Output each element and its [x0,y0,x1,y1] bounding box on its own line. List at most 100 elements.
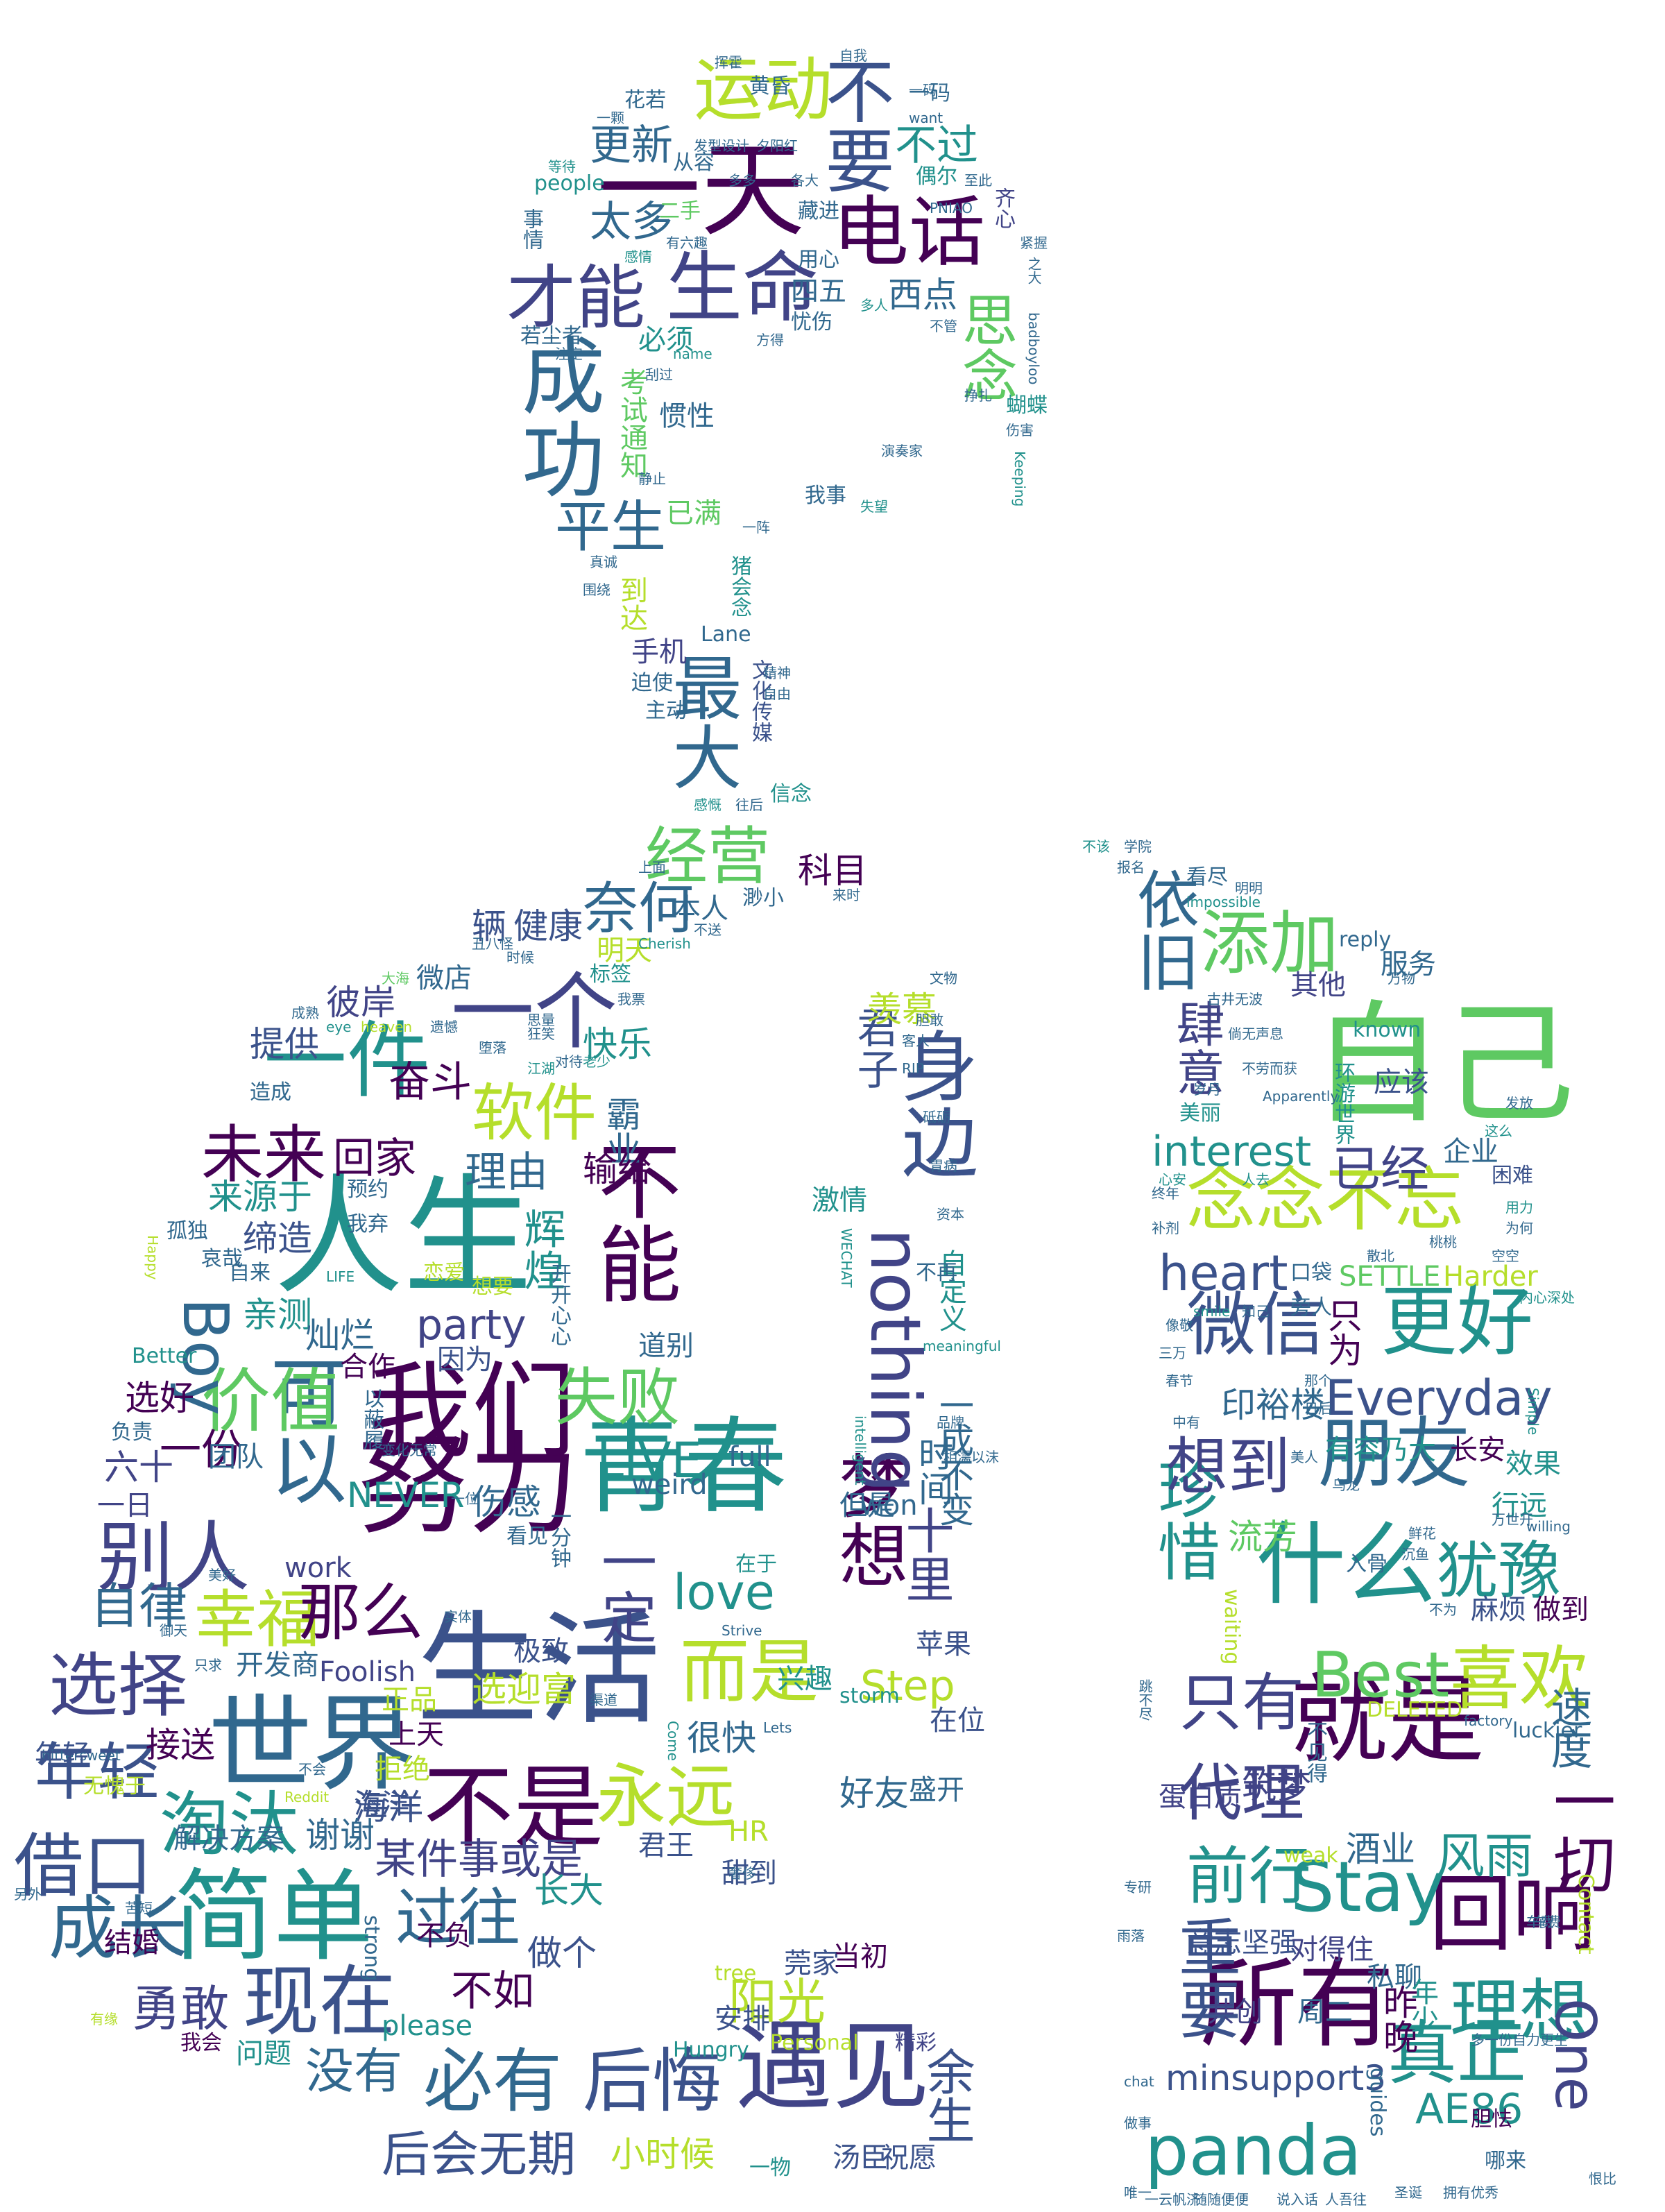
word-w341: 真诚 [590,554,617,570]
word-w316: 自我 [839,47,867,64]
word-w230: 文化传媒 [748,659,772,742]
word-w266: LIFE [326,1268,355,1285]
word-w194: 对得住 [1290,1934,1374,1966]
word-w286: 开开心心 [547,1263,571,1346]
word-w164: 一物 [749,2156,791,2180]
word-w250: 演奏家 [881,443,923,459]
word-w273: bittersweet [42,1747,121,1764]
word-w308: 困难 [1492,1164,1533,1188]
word-w298: 专研 [1124,1879,1152,1896]
word-w110: NEVER [347,1475,465,1515]
word-w22: 一件 [264,1013,430,1109]
word-w299: 雨落 [1117,1928,1145,1944]
word-w334: 挣扎 [964,387,992,404]
word-w193: 意志坚强 [1186,1927,1297,1959]
word-w126: 君子 [850,1006,898,1089]
word-w360: 丑八怪 [472,935,513,952]
word-w271: 只求 [194,1657,222,1674]
word-w52: 只有 [1179,1667,1304,1739]
word-w346: 来时 [832,887,860,903]
word-w268: 变化无常 [382,1442,437,1458]
word-w24: 不能 [583,1138,680,1304]
word-w324: PNIAO [930,200,973,216]
word-w382: 古井无波 [1207,991,1263,1007]
word-w100: 十里 [898,1506,955,1603]
word-w321: 有六趣 [666,235,708,251]
word-w373: 资本 [937,1206,964,1223]
word-w407: chat [1124,2073,1154,2090]
word-w181: 印裕楼 [1221,1385,1325,1425]
word-w182: 有容乃大 [1325,1434,1436,1466]
word-w78: 不过 [895,121,978,170]
word-w113: 辉煌 [517,1207,565,1291]
word-w332: 注定 [555,346,583,362]
word-w238: 偶尔 [916,164,957,189]
word-w323: 感情 [624,248,652,265]
word-w408: 一云帆济 [1145,2191,1200,2208]
word-w116: 输给 [583,1149,652,1189]
word-w327: 多人 [860,297,888,314]
word-w244: 一码 [909,81,950,105]
word-w13: 不是 [423,1755,604,1860]
word-w16: 成功 [507,333,604,500]
word-w177: 结婚 [104,1927,160,1959]
word-w399: 春节 [1166,1372,1193,1389]
word-w170: Personal [770,2031,859,2055]
word-w242: 从容 [673,151,715,175]
word-w307: 用力 [1505,1199,1533,1216]
word-w320: 各大 [791,172,819,189]
word-w343: 自由 [763,686,791,702]
word-w174: 不负 [416,1920,472,1952]
word-w125: 明天 [597,935,652,967]
word-w384: 万物 [1388,970,1415,987]
word-w222: 看见 [506,1524,548,1549]
word-w90: One [1543,1998,1607,2111]
word-w89: 速度 [1544,1686,1592,1769]
word-w83: interest [1152,1128,1312,1176]
word-w303: 自力更生 [1512,2032,1568,2048]
word-w93: 勇敢 [132,1980,229,2037]
word-w378: 不该 [1082,838,1110,855]
word-w202: 企业 [1443,1136,1498,1168]
word-w278: 苦短 [125,1900,153,1916]
word-w322: 至此 [964,172,992,189]
word-w315: 挥霍 [715,54,742,71]
word-w185: 行远 [1492,1490,1547,1522]
word-w235: 忧伤 [791,310,832,334]
word-w400: 中有 [1172,1414,1200,1431]
word-w376: 学院 [1124,838,1152,855]
word-w296: factory [1464,1712,1513,1729]
word-w292: 乌龙 [1332,1477,1360,1493]
word-w146: 拒绝 [375,1753,430,1785]
word-w188: 做到 [1533,1594,1589,1626]
word-w20: 不要 [813,56,894,194]
word-w403: 万世开 [1492,1511,1533,1528]
word-w347: 渺小 [742,886,784,910]
word-w394: 空空 [1492,1248,1519,1264]
word-w352: eye [326,1019,352,1035]
word-w335: 伤害 [1006,422,1034,439]
word-w227: 到达 [615,576,647,631]
word-w158: 激情 [812,1184,867,1216]
word-w179: 解决方案 [173,1823,284,1855]
word-w294: 鲜花 [1408,1525,1436,1542]
word-w380: reply [1339,928,1392,952]
word-w32: 梦想 [827,1450,908,1589]
word-w353: 成熟 [291,1005,319,1021]
word-w377: 报名 [1117,859,1145,876]
word-w88: 风雨 [1436,1828,1533,1885]
word-w234: 若尘者 [520,324,583,348]
word-w12: 所有 [1200,1948,1395,2061]
word-w171: 精彩 [895,2031,937,2055]
word-w361: 我票 [617,991,645,1007]
word-w231: 考试通知 [615,368,647,479]
word-w200: luckier [1512,1719,1582,1743]
word-w154: 盛开 [909,1774,964,1806]
word-w275: 无愧于 [83,1774,146,1798]
word-w225: 主动 [645,699,687,723]
word-w1: 人生 [274,1162,533,1312]
word-w393: 散北 [1367,1248,1394,1264]
word-w211: 旁人 [1290,1295,1332,1320]
word-w405: 跳不尽 [1136,1679,1153,1721]
word-w189: 流芳 [1228,1517,1297,1557]
